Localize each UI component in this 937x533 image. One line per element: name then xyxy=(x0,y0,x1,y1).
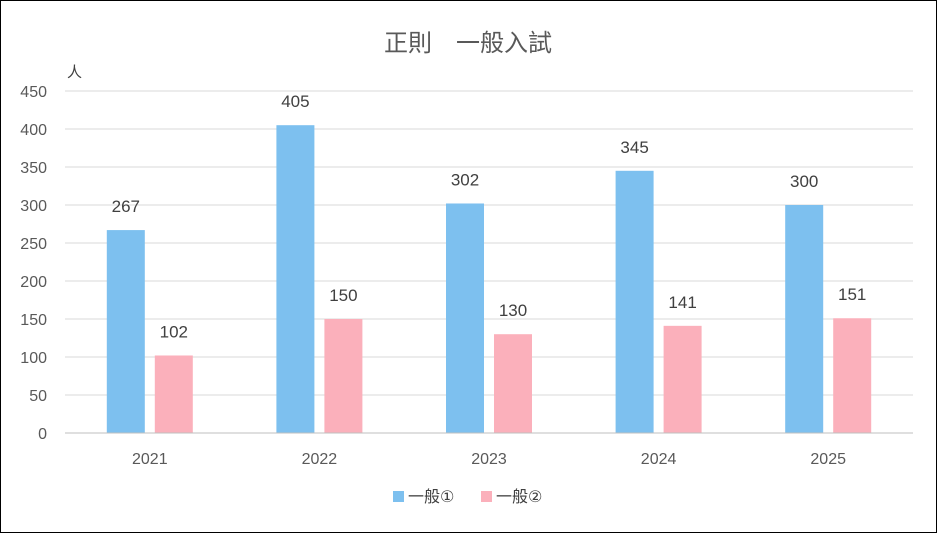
y-tick-label: 150 xyxy=(20,312,47,329)
bar xyxy=(106,230,145,433)
bar xyxy=(276,125,315,433)
data-label: 267 xyxy=(112,197,140,216)
bar xyxy=(154,355,193,433)
data-label: 300 xyxy=(790,172,818,191)
y-tick-label: 300 xyxy=(20,198,47,215)
data-label: 130 xyxy=(499,301,527,320)
gridlines xyxy=(65,90,913,396)
bar xyxy=(785,205,824,433)
bar xyxy=(833,318,872,433)
legend-label: 一般② xyxy=(496,487,542,506)
x-tick-label: 2024 xyxy=(641,451,677,468)
x-axis-ticks: 2021 2022 2023 2024 2025 xyxy=(132,451,846,468)
bar xyxy=(615,170,654,434)
data-label: 151 xyxy=(838,285,866,304)
x-tick-label: 2023 xyxy=(471,451,507,468)
y-axis-unit-label: 人 xyxy=(67,63,82,81)
bars xyxy=(106,125,872,434)
data-label: 102 xyxy=(160,322,188,341)
y-tick-label: 100 xyxy=(20,350,47,367)
data-label: 141 xyxy=(668,293,696,312)
bar xyxy=(494,334,532,433)
data-labels: 267 102 405 150 302 130 345 141 300 151 xyxy=(112,92,867,341)
bar xyxy=(663,325,702,433)
data-label: 302 xyxy=(451,170,479,189)
y-tick-label: 450 xyxy=(20,84,47,101)
legend-swatch xyxy=(481,491,492,502)
data-label: 345 xyxy=(620,138,648,157)
y-axis-ticks: 0 50 100 150 200 250 300 350 400 450 xyxy=(20,84,47,443)
legend: 一般① 一般② xyxy=(393,487,542,506)
y-tick-label: 0 xyxy=(38,426,47,443)
data-label: 150 xyxy=(329,286,357,305)
chart-title: 正則 一般入試 xyxy=(384,29,552,57)
data-label: 405 xyxy=(281,92,309,111)
y-tick-label: 350 xyxy=(20,160,47,177)
x-tick-label: 2021 xyxy=(132,451,168,468)
y-tick-label: 50 xyxy=(29,388,47,405)
bar xyxy=(446,203,484,433)
legend-label: 一般① xyxy=(408,487,454,506)
y-tick-label: 200 xyxy=(20,274,47,291)
x-tick-label: 2025 xyxy=(810,451,846,468)
bar xyxy=(324,319,363,433)
y-tick-label: 400 xyxy=(20,122,47,139)
y-tick-label: 250 xyxy=(20,236,47,253)
legend-swatch xyxy=(393,491,404,502)
x-tick-label: 2022 xyxy=(302,451,338,468)
